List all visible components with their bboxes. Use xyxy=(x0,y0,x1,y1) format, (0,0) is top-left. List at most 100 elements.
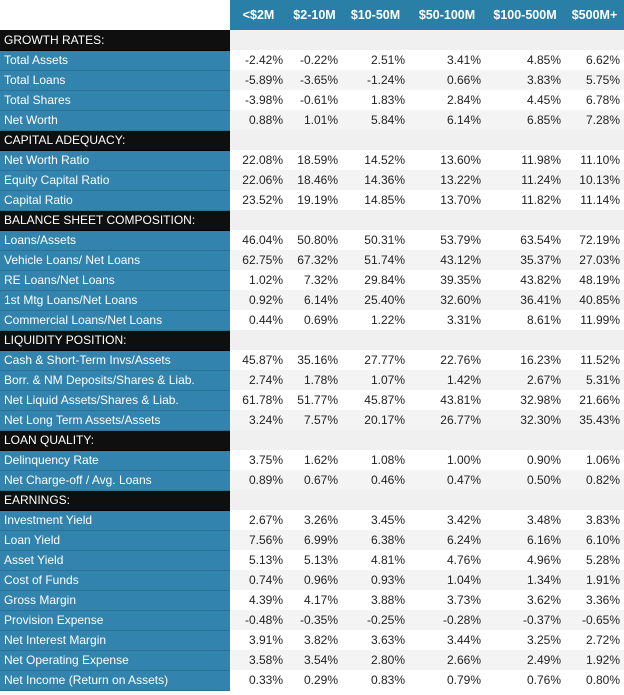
table-row[interactable]: Net Worth 0.88% 1.01% 5.84% 6.14% 6.85% 7.28% xyxy=(0,110,624,131)
table-row[interactable]: Net Worth Ratio 22.08% 18.59% 14.52% 13.60% 1… xyxy=(0,150,624,171)
value-cell: 1.91% xyxy=(565,570,624,590)
value-cell: 0.29% xyxy=(287,670,342,690)
table-row[interactable]: Asset Yield 5.13% 5.13% 4.81% 4.76% 4.96% 5.28… xyxy=(0,550,624,571)
value-cell: 1.62% xyxy=(287,450,342,470)
value-cell: 4.85% xyxy=(485,50,565,70)
value-cell: 3.42% xyxy=(409,510,485,530)
value-cell: 3.48% xyxy=(485,510,565,530)
value-cell: 0.92% xyxy=(230,290,287,310)
value-cell: 3.36% xyxy=(565,590,624,610)
table-row[interactable]: Net Liquid Assets/Shares & Liab. 61.78% 51… xyxy=(0,390,624,411)
table-row[interactable]: Net Income (Return on Assets) 0.33% 0.29% 0… xyxy=(0,670,624,691)
table-row[interactable]: Investment Yield 2.67% 3.26% 3.45% 3.42% 3.48… xyxy=(0,510,624,531)
value-cell: 4.81% xyxy=(342,550,409,570)
value-cell: 18.46% xyxy=(287,170,342,190)
value-cell: 2.67% xyxy=(485,370,565,390)
row-label: Net Income (Return on Assets) xyxy=(0,670,230,691)
value-cell: 5.75% xyxy=(565,70,624,90)
value-cell: 51.77% xyxy=(287,390,342,410)
table-row[interactable]: Net Charge-off / Avg. Loans 0.89% 0.67% 0.4… xyxy=(0,470,624,491)
row-label: Net Charge-off / Avg. Loans xyxy=(0,470,230,491)
table-row[interactable]: Vehicle Loans/ Net Loans 62.75% 67.32% 51.7… xyxy=(0,250,624,271)
table-row[interactable]: Cash & Short-Term Invs/Assets 45.87% 35.16… xyxy=(0,350,624,371)
value-cell: -3.98% xyxy=(230,90,287,110)
value-cell: 5.13% xyxy=(287,550,342,570)
value-cell: 5.31% xyxy=(565,370,624,390)
value-cell: 0.96% xyxy=(287,570,342,590)
column-header[interactable]: $100-500M xyxy=(485,0,565,30)
value-cell: 1.42% xyxy=(409,370,485,390)
value-cell: 13.22% xyxy=(409,170,485,190)
value-cell: 62.75% xyxy=(230,250,287,270)
value-cell: 2.74% xyxy=(230,370,287,390)
value-cell: 29.84% xyxy=(342,270,409,290)
value-cell: 18.59% xyxy=(287,150,342,170)
value-cell: 4.17% xyxy=(287,590,342,610)
value-cell: 20.17% xyxy=(342,410,409,430)
value-cell: 1.08% xyxy=(342,450,409,470)
table-row[interactable]: Provision Expense -0.48% -0.35% -0.25% -0.28… xyxy=(0,610,624,631)
value-cell: 6.16% xyxy=(485,530,565,550)
value-cell: 45.87% xyxy=(230,350,287,370)
value-cell: 3.83% xyxy=(565,510,624,530)
value-cell: 0.44% xyxy=(230,310,287,330)
table-row[interactable]: Delinquency Rate 3.75% 1.62% 1.08% 1.00% 0.90… xyxy=(0,450,624,471)
section-fill xyxy=(230,490,624,510)
table-row[interactable]: Equity Capital Ratio 22.06% 18.46% 14.36% 13… xyxy=(0,170,624,191)
value-cell: 3.44% xyxy=(409,630,485,650)
value-cell: 4.39% xyxy=(230,590,287,610)
table-row[interactable]: Capital Ratio 23.52% 19.19% 14.85% 13.70% 11.… xyxy=(0,190,624,211)
section-title: GROWTH RATES: xyxy=(0,30,230,51)
value-cell: 0.90% xyxy=(485,450,565,470)
value-cell: 45.87% xyxy=(342,390,409,410)
value-cell: -3.65% xyxy=(287,70,342,90)
value-cell: 3.88% xyxy=(342,590,409,610)
table-row[interactable]: Loan Yield 7.56% 6.99% 6.38% 6.24% 6.16% 6.10% xyxy=(0,530,624,551)
section-header-row: EARNINGS: xyxy=(0,490,624,511)
value-cell: 5.84% xyxy=(342,110,409,130)
value-cell: 1.22% xyxy=(342,310,409,330)
table-row[interactable]: RE Loans/Net Loans 1.02% 7.32% 29.84% 39.35%… xyxy=(0,270,624,291)
table-row[interactable]: Total Assets -2.42% -0.22% 2.51% 3.41% 4.85% 6… xyxy=(0,50,624,71)
value-cell: 1.06% xyxy=(565,450,624,470)
table-row[interactable]: Net Long Term Assets/Assets 3.24% 7.57% 20.… xyxy=(0,410,624,431)
column-header[interactable]: $10-50M xyxy=(342,0,409,30)
column-header[interactable]: $500M+ xyxy=(565,0,624,30)
value-cell: 11.52% xyxy=(565,350,624,370)
value-cell: 11.10% xyxy=(565,150,624,170)
value-cell: 39.35% xyxy=(409,270,485,290)
value-cell: 46.04% xyxy=(230,230,287,250)
table-row[interactable]: Loans/Assets 46.04% 50.80% 50.31% 53.79% 63.5… xyxy=(0,230,624,251)
table-row[interactable]: Total Loans -5.89% -3.65% -1.24% 0.66% 3.83% 5… xyxy=(0,70,624,91)
column-header[interactable]: $50-100M xyxy=(409,0,485,30)
value-cell: 4.76% xyxy=(409,550,485,570)
value-cell: 1.00% xyxy=(409,450,485,470)
row-label: Provision Expense xyxy=(0,610,230,631)
table-row[interactable]: Borr. & NM Deposits/Shares & Liab. 2.74% 1… xyxy=(0,370,624,391)
value-cell: 6.24% xyxy=(409,530,485,550)
table-row[interactable]: Total Shares -3.98% -0.61% 1.83% 2.84% 4.45% 6… xyxy=(0,90,624,111)
value-cell: 0.80% xyxy=(565,670,624,690)
table-row[interactable]: Cost of Funds 0.74% 0.96% 0.93% 1.04% 1.34% 1.… xyxy=(0,570,624,591)
value-cell: -0.28% xyxy=(409,610,485,630)
value-cell: 48.19% xyxy=(565,270,624,290)
table-row[interactable]: 1st Mtg Loans/Net Loans 0.92% 6.14% 25.40% 3… xyxy=(0,290,624,311)
column-header[interactable]: $2-10M xyxy=(287,0,342,30)
value-cell: 3.91% xyxy=(230,630,287,650)
value-cell: 0.82% xyxy=(565,470,624,490)
column-header[interactable]: <$2M xyxy=(230,0,287,30)
row-label: Vehicle Loans/ Net Loans xyxy=(0,250,230,271)
value-cell: 53.79% xyxy=(409,230,485,250)
table-row[interactable]: Commercial Loans/Net Loans 0.44% 0.69% 1.22… xyxy=(0,310,624,331)
value-cell: 7.28% xyxy=(565,110,624,130)
section-header-row: LIQUIDITY POSITION: xyxy=(0,330,624,351)
table-row[interactable]: Net Operating Expense 3.58% 3.54% 2.80% 2.66… xyxy=(0,650,624,671)
value-cell: 3.62% xyxy=(485,590,565,610)
value-cell: 11.14% xyxy=(565,190,624,210)
value-cell: -2.42% xyxy=(230,50,287,70)
table-row[interactable]: Gross Margin 4.39% 4.17% 3.88% 3.73% 3.62% 3.3… xyxy=(0,590,624,611)
row-label: Capital Ratio xyxy=(0,190,230,211)
value-cell: 32.30% xyxy=(485,410,565,430)
table-row[interactable]: Net Interest Margin 3.91% 3.82% 3.63% 3.44% 3… xyxy=(0,630,624,651)
